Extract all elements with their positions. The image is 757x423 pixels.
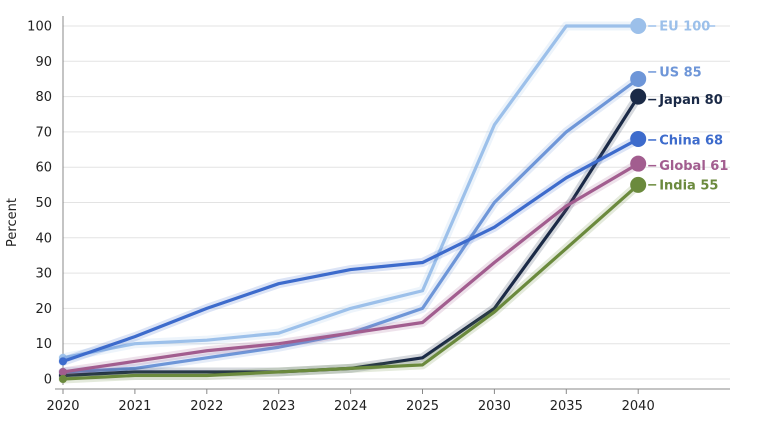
series-end-marker-us	[630, 70, 647, 87]
series-end-label-us: US 85	[659, 65, 702, 80]
series-end-marker-india	[630, 176, 647, 193]
x-tick-label: 2024	[334, 399, 367, 414]
series-start-point-india	[59, 375, 67, 383]
x-tick-label: 2025	[406, 399, 439, 414]
y-tick-label: 50	[35, 196, 52, 211]
series-layer	[58, 21, 643, 384]
series-halo-china	[58, 134, 643, 366]
x-tick-label: 2020	[46, 399, 79, 414]
series-end-label-global: Global 61	[659, 159, 728, 174]
series-end-label-japan: Japan 80	[658, 93, 723, 108]
x-tick-label: 2021	[118, 399, 151, 414]
series-end-label-china: China 68	[659, 133, 723, 148]
y-tick-label: 40	[35, 231, 52, 246]
y-tick-label: 100	[27, 20, 52, 35]
series-end-marker-china	[630, 130, 647, 147]
x-tick-label: 2022	[190, 399, 223, 414]
y-tick-label: 70	[35, 125, 52, 140]
series-line-china	[61, 137, 640, 363]
series-line-eu	[61, 24, 640, 360]
end-labels: EU 100 US 85 Japan 80 China 68 Global 61 Indi…	[630, 18, 728, 193]
y-tick-label: 0	[44, 373, 52, 388]
grid-lines	[63, 25, 730, 380]
y-tick-label: 90	[35, 55, 52, 70]
y-axis-label: Percent	[5, 198, 20, 247]
x-tick-label: 2040	[622, 399, 655, 414]
series-end-marker-global	[630, 155, 647, 172]
y-tick-label: 10	[35, 337, 52, 352]
series-end-label-eu: EU 100	[659, 20, 710, 35]
series-start-point-china	[59, 357, 67, 366]
series-line-global	[61, 162, 640, 374]
series-end-label-india: India 55	[659, 178, 718, 193]
y-tick-label: 30	[35, 267, 52, 282]
y-tick-label: 20	[35, 302, 52, 317]
series-end-marker-eu	[630, 18, 647, 34]
series-start-point-global	[59, 367, 67, 376]
y-tick-label: 80	[35, 90, 52, 105]
x-tick-label: 2035	[550, 399, 583, 414]
x-tick-label: 2030	[478, 399, 511, 414]
series-end-marker-japan	[630, 88, 647, 105]
x-tick-label: 2023	[262, 399, 295, 414]
series-line-india	[61, 183, 640, 381]
y-tick-label: 60	[35, 161, 52, 176]
